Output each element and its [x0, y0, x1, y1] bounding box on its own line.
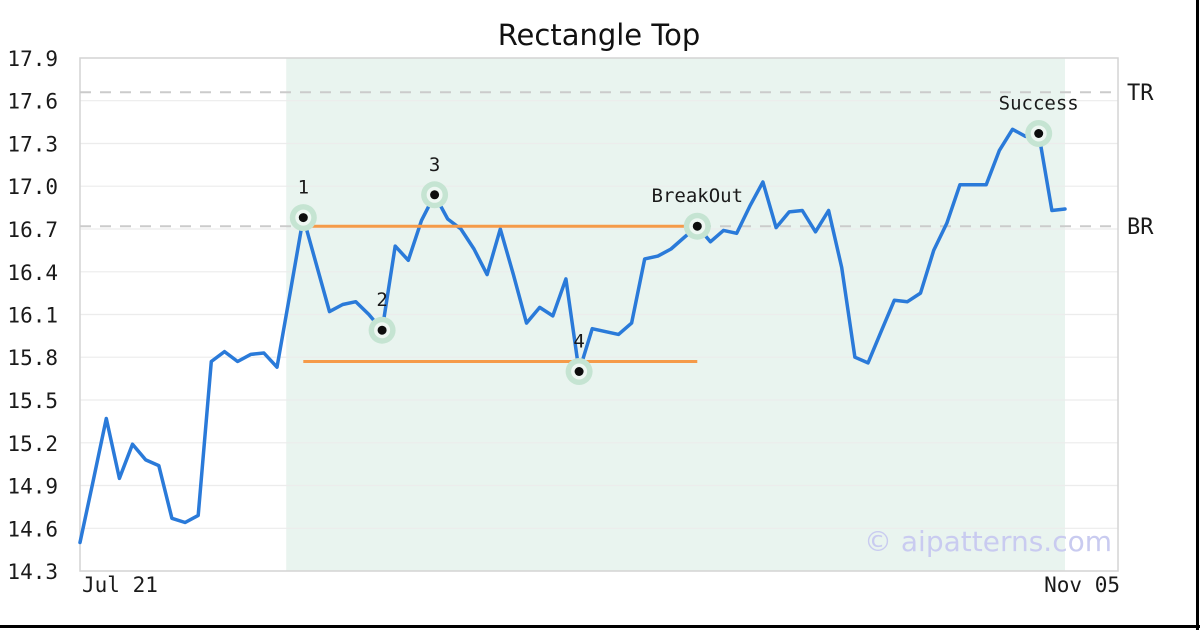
y-tick-label: 15.5 [7, 389, 58, 413]
y-tick-label: 17.6 [7, 90, 58, 114]
y-tick-label: 16.7 [7, 218, 58, 242]
y-tick-label: 17.9 [7, 47, 58, 71]
x-tick-label-start: Jul 21 [82, 573, 158, 597]
price-line [78, 127, 1067, 545]
y-tick-label: 15.8 [7, 346, 58, 370]
marker-3 [421, 181, 449, 209]
y-tick-label: 17.3 [7, 133, 58, 157]
y-tick-label: 17.0 [7, 175, 58, 199]
y-tick-label: 16.1 [7, 304, 58, 328]
y-tick-label: 14.9 [7, 475, 58, 499]
chart-title: Rectangle Top [497, 18, 701, 52]
marker-1 [289, 204, 317, 232]
marker-2 [368, 316, 396, 344]
y-tick-label: 16.4 [7, 261, 58, 285]
level-label-TR: TR [1127, 81, 1154, 106]
annotation-label-4: 4 [573, 331, 584, 353]
annotation-label-3: 3 [429, 154, 440, 176]
watermark: © aipatterns.com [864, 525, 1112, 558]
y-tick-label: 14.6 [7, 517, 58, 541]
annotation-label-1: 1 [298, 177, 309, 199]
y-tick-label: 14.3 [7, 560, 58, 584]
marker-Success [1025, 120, 1053, 147]
bottom-rule [0, 625, 1200, 628]
annotation-label-2: 2 [376, 289, 387, 311]
annotation-label-BreakOut: BreakOut [652, 185, 744, 207]
annotation-label-Success: Success [999, 93, 1079, 115]
y-tick-label: 15.2 [7, 432, 58, 456]
x-tick-label-end: Nov 05 [1044, 573, 1120, 597]
marker-4 [565, 358, 593, 385]
plot-border [79, 57, 1119, 572]
right-rule [1196, 0, 1199, 630]
level-label-BR: BR [1127, 215, 1154, 240]
marker-BreakOut [683, 212, 711, 240]
